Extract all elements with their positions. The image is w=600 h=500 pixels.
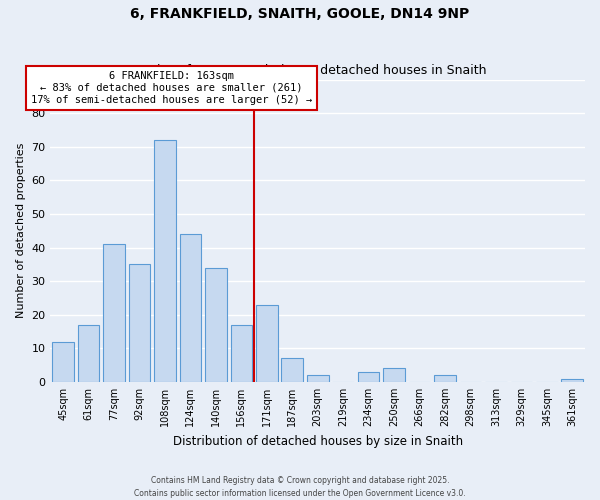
Bar bbox=[307, 375, 329, 382]
Bar bbox=[52, 342, 74, 382]
Bar bbox=[205, 268, 227, 382]
Bar bbox=[129, 264, 151, 382]
Bar bbox=[230, 325, 252, 382]
Bar bbox=[256, 304, 278, 382]
Text: 6 FRANKFIELD: 163sqm
← 83% of detached houses are smaller (261)
17% of semi-deta: 6 FRANKFIELD: 163sqm ← 83% of detached h… bbox=[31, 72, 312, 104]
Bar bbox=[179, 234, 201, 382]
Text: 6, FRANKFIELD, SNAITH, GOOLE, DN14 9NP: 6, FRANKFIELD, SNAITH, GOOLE, DN14 9NP bbox=[130, 8, 470, 22]
Bar bbox=[358, 372, 379, 382]
Bar bbox=[281, 358, 303, 382]
X-axis label: Distribution of detached houses by size in Snaith: Distribution of detached houses by size … bbox=[173, 434, 463, 448]
Bar bbox=[434, 375, 456, 382]
Text: Contains HM Land Registry data © Crown copyright and database right 2025.
Contai: Contains HM Land Registry data © Crown c… bbox=[134, 476, 466, 498]
Bar bbox=[562, 378, 583, 382]
Bar bbox=[383, 368, 405, 382]
Title: Size of property relative to detached houses in Snaith: Size of property relative to detached ho… bbox=[149, 64, 487, 77]
Bar bbox=[78, 325, 100, 382]
Y-axis label: Number of detached properties: Number of detached properties bbox=[16, 143, 26, 318]
Bar bbox=[103, 244, 125, 382]
Bar bbox=[154, 140, 176, 382]
